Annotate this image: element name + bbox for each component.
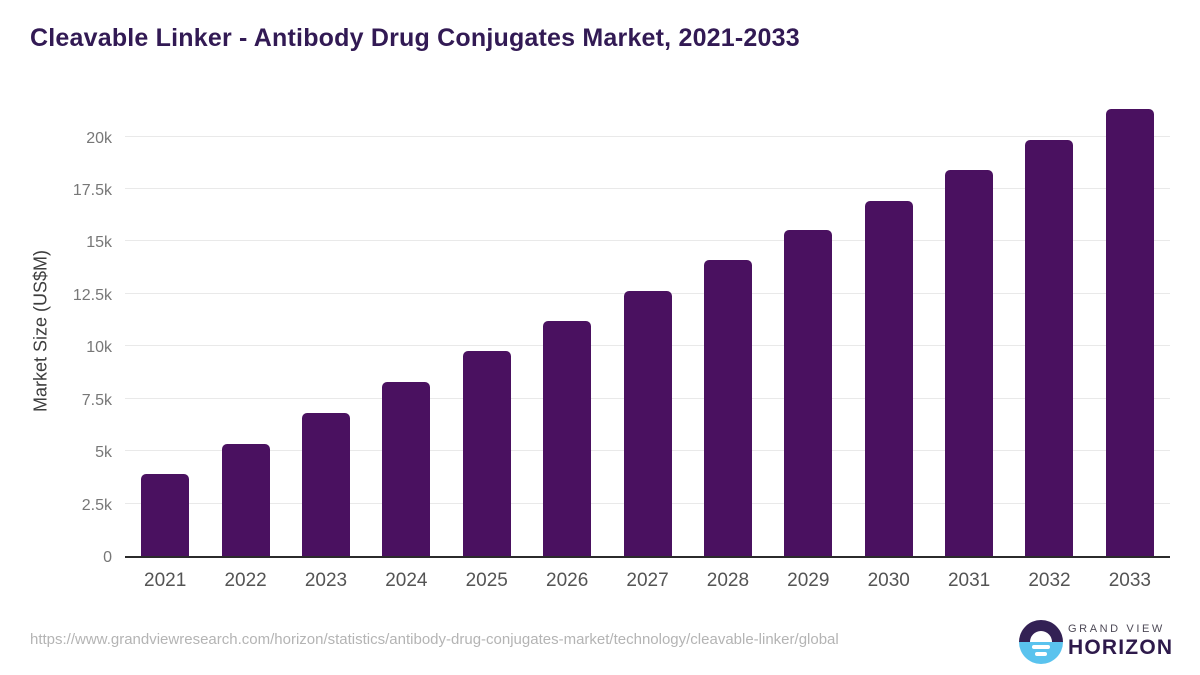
x-axis-label: 2023 [304, 570, 348, 591]
bar-slot [849, 105, 929, 556]
x-axis-label: 2022 [224, 570, 267, 591]
bar-2028[interactable] [703, 260, 752, 556]
x-axis-label: 2028 [706, 570, 750, 591]
x-axis-label: 2032 [1028, 570, 1071, 591]
gridline [125, 188, 1170, 189]
source-url: https://www.grandviewresearch.com/horizo… [30, 631, 839, 648]
x-axis-label: 2030 [867, 570, 910, 591]
bar-2032[interactable] [1025, 139, 1074, 556]
gridline [125, 135, 1170, 137]
y-axis-tick-label: 17.5k [72, 182, 112, 199]
chart-title: Cleavable Linker - Antibody Drug Conjuga… [30, 24, 800, 52]
y-axis-tick-label: 15k [86, 234, 112, 252]
bar-slot [929, 105, 1009, 556]
y-axis-tick-label: 2.5k [81, 496, 112, 514]
bar-slot [607, 105, 687, 556]
bar-2030[interactable] [864, 200, 913, 556]
x-axis-label: 2024 [385, 570, 428, 591]
x-axis-label: 2026 [546, 570, 589, 591]
logo-product-name: HORIZON [1068, 636, 1174, 659]
y-axis-tick-label: 5k [95, 444, 112, 462]
x-axis-label: 2027 [626, 570, 669, 591]
x-axis-label: 2025 [465, 570, 508, 591]
y-axis-tick-label: 7.5k [81, 391, 112, 409]
bar-2022[interactable] [221, 444, 270, 556]
x-axis-label: 2031 [947, 570, 991, 591]
plot-area [125, 105, 1170, 558]
gridline [125, 240, 1170, 242]
bar-slot [688, 105, 768, 556]
bar-slot [447, 105, 527, 556]
y-axis-tick-label: 20k [86, 129, 112, 147]
x-axis-labels: 2021 2022 2023 2024 2025 2026 2027 2028 2029 2030… [125, 570, 1170, 592]
bar-slot [527, 105, 607, 556]
sun-glyph [1030, 631, 1052, 642]
bar-2027[interactable] [623, 290, 672, 556]
bar-2024[interactable] [382, 381, 431, 556]
bar-slot [125, 105, 205, 556]
bar-slot [1009, 105, 1089, 556]
x-axis-label: 2033 [1108, 570, 1152, 591]
bar-2021[interactable] [141, 474, 190, 556]
y-axis-tick-label: 12.5k [72, 286, 112, 304]
x-axis-label: 2029 [787, 570, 830, 591]
bar-slot [286, 105, 366, 556]
logo-brand-name: GRAND VIEW [1068, 623, 1165, 635]
bar-slot [366, 105, 446, 556]
bar-slot [768, 105, 848, 556]
horizon-reflection-dash [1035, 652, 1047, 656]
bar-2031[interactable] [945, 169, 994, 556]
y-axis-tick-label: 0 [103, 549, 112, 566]
logo-text: GRAND VIEW HORIZON [1068, 623, 1173, 660]
bar-slot [1090, 105, 1170, 556]
y-axis-tick-label: 10k [86, 339, 112, 357]
x-axis-label: 2021 [144, 570, 187, 591]
bar-2023[interactable] [301, 413, 350, 556]
bar-2025[interactable] [462, 351, 511, 556]
bar-slot [205, 105, 285, 556]
bars-layer [125, 105, 1170, 556]
bar-2033[interactable] [1105, 109, 1154, 556]
horizon-reflection-dash [1032, 645, 1050, 649]
y-axis-tick-labels: 0 2.5k 5k 7.5k 10k 12.5k 15k 17.5k 20k [0, 105, 112, 565]
grandview-horizon-logo: GRAND VIEW HORIZON [1019, 618, 1173, 666]
bar-2026[interactable] [543, 320, 592, 556]
horizon-sun-icon [1019, 620, 1063, 664]
bar-2029[interactable] [784, 229, 833, 556]
